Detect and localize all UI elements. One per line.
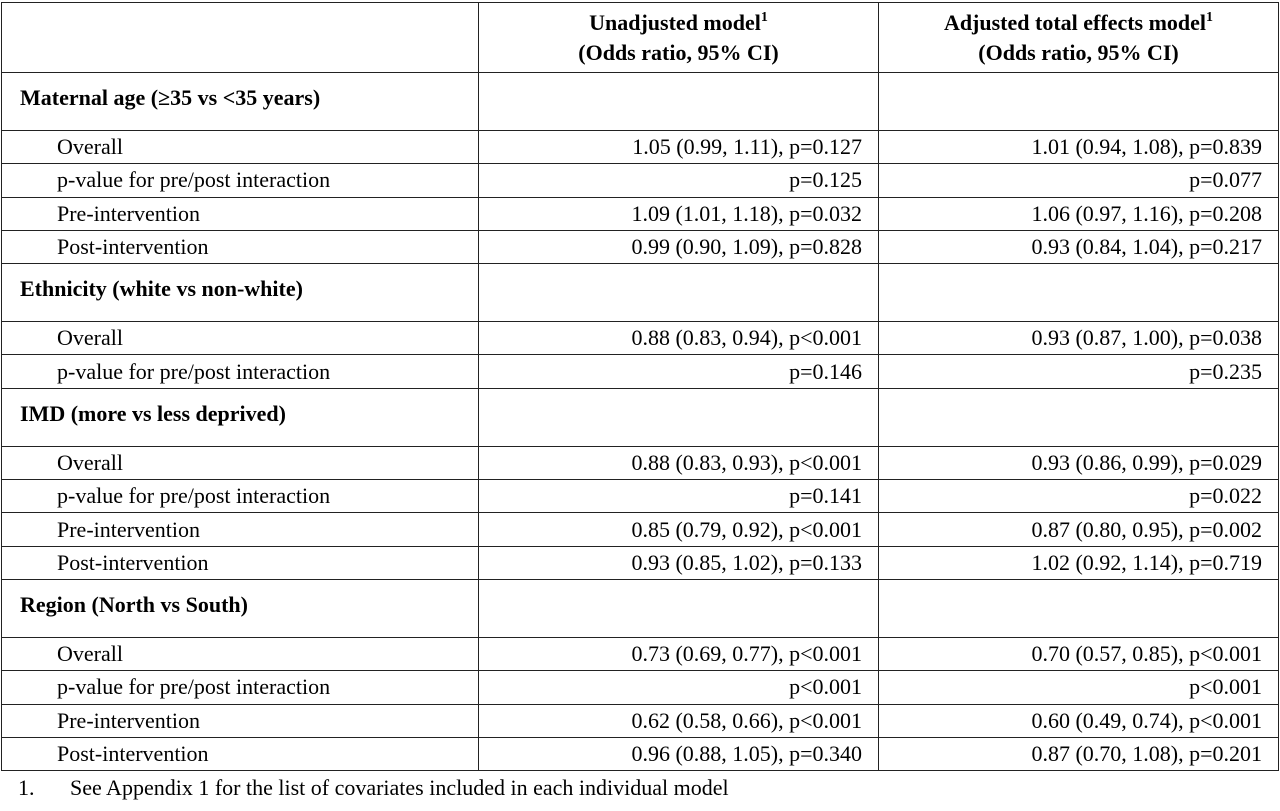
row-label: Overall: [1, 321, 479, 356]
footnote-text: See Appendix 1 for the list of covariate…: [70, 775, 729, 801]
footnote: 1. See Appendix 1 for the list of covaria…: [0, 773, 1280, 803]
unadjusted-value: 0.88 (0.83, 0.93), p<0.001: [478, 445, 879, 481]
header-title: Unadjusted model: [589, 9, 761, 35]
data-row: Post-intervention 0.93 (0.85, 1.02), p=0.…: [1, 545, 1279, 580]
row-label: Post-intervention: [1, 229, 479, 265]
section-title: Maternal age (≥35 vs <35 years): [1, 72, 479, 131]
adjusted-value: 0.87 (0.80, 0.95), p=0.002: [878, 512, 1279, 547]
empty-cell: [478, 387, 879, 447]
data-row: Post-intervention 0.96 (0.88, 1.05), p=0.…: [1, 736, 1279, 772]
adjusted-value: 0.60 (0.49, 0.74), p<0.001: [878, 703, 1279, 738]
adjusted-value: 0.93 (0.86, 0.99), p=0.029: [878, 445, 1279, 481]
row-label: Post-intervention: [1, 736, 479, 772]
unadjusted-value: 1.05 (0.99, 1.11), p=0.127: [478, 129, 879, 165]
table-body: Unadjusted model1 (Odds ratio, 95% CI) Ad…: [1, 2, 1279, 772]
adjusted-value: p=0.077: [878, 163, 1279, 198]
empty-cell: [478, 578, 879, 638]
data-row: p-value for pre/post interaction p=0.141 p…: [1, 479, 1279, 514]
empty-cell: [478, 72, 879, 131]
data-row: Overall 0.73 (0.69, 0.77), p<0.001 0.70 (0…: [1, 636, 1279, 672]
empty-cell: [878, 387, 1279, 447]
unadjusted-value: 1.09 (1.01, 1.18), p=0.032: [478, 196, 879, 231]
empty-cell: [878, 263, 1279, 323]
row-label: Overall: [1, 445, 479, 481]
row-label: Overall: [1, 636, 479, 672]
data-row: Post-intervention 0.99 (0.90, 1.09), p=0.…: [1, 229, 1279, 265]
data-row: p-value for pre/post interaction p=0.125 p…: [1, 163, 1279, 198]
adjusted-value: 1.01 (0.94, 1.08), p=0.839: [878, 129, 1279, 165]
adjusted-value: p<0.001: [878, 670, 1279, 705]
data-row: p-value for pre/post interaction p=0.146 p…: [1, 354, 1279, 389]
empty-cell: [878, 72, 1279, 131]
header-sup: 1: [1206, 9, 1214, 25]
row-label: p-value for pre/post interaction: [1, 163, 479, 198]
empty-cell: [478, 263, 879, 323]
data-row: Overall 0.88 (0.83, 0.93), p<0.001 0.93 (0…: [1, 445, 1279, 481]
header-cell: Unadjusted model1 (Odds ratio, 95% CI): [478, 2, 879, 73]
adjusted-value: 0.87 (0.70, 1.08), p=0.201: [878, 736, 1279, 772]
unadjusted-value: 0.73 (0.69, 0.77), p<0.001: [478, 636, 879, 672]
unadjusted-value: 0.99 (0.90, 1.09), p=0.828: [478, 229, 879, 265]
unadjusted-value: 0.62 (0.58, 0.66), p<0.001: [478, 703, 879, 738]
row-label: p-value for pre/post interaction: [1, 670, 479, 705]
unadjusted-value: p=0.146: [478, 354, 879, 389]
section-title: IMD (more vs less deprived): [1, 387, 479, 447]
data-row: Pre-intervention 0.85 (0.79, 0.92), p<0.0…: [1, 512, 1279, 547]
section-row: IMD (more vs less deprived): [1, 387, 1279, 447]
unadjusted-value: 0.88 (0.83, 0.94), p<0.001: [478, 321, 879, 356]
row-label: p-value for pre/post interaction: [1, 479, 479, 514]
row-label: Pre-intervention: [1, 703, 479, 738]
adjusted-value: 1.02 (0.92, 1.14), p=0.719: [878, 545, 1279, 580]
results-table: Unadjusted model1 (Odds ratio, 95% CI) Ad…: [1, 2, 1279, 772]
header-cell: Adjusted total effects model1 (Odds ratio…: [878, 2, 1279, 73]
header-sup: 1: [760, 9, 768, 25]
row-label: Overall: [1, 129, 479, 165]
empty-cell: [878, 578, 1279, 638]
data-row: Pre-intervention 0.62 (0.58, 0.66), p<0.0…: [1, 703, 1279, 738]
data-row: Overall 0.88 (0.83, 0.94), p<0.001 0.93 (0…: [1, 321, 1279, 356]
unadjusted-value: p=0.125: [478, 163, 879, 198]
header-row: Unadjusted model1 (Odds ratio, 95% CI) Ad…: [1, 2, 1279, 73]
section-title: Region (North vs South): [1, 578, 479, 638]
unadjusted-value: p<0.001: [478, 670, 879, 705]
data-row: p-value for pre/post interaction p<0.001 p…: [1, 670, 1279, 705]
section-row: Region (North vs South): [1, 578, 1279, 638]
section-row: Ethnicity (white vs non-white): [1, 263, 1279, 323]
row-label: p-value for pre/post interaction: [1, 354, 479, 389]
data-row: Overall 1.05 (0.99, 1.11), p=0.127 1.01 (0…: [1, 129, 1279, 165]
footnote-number: 1.: [18, 775, 35, 801]
header-title: Adjusted total effects model: [943, 9, 1207, 35]
section-row: Maternal age (≥35 vs <35 years): [1, 72, 1279, 131]
header-subtitle: (Odds ratio, 95% CI): [578, 39, 779, 65]
unadjusted-value: p=0.141: [478, 479, 879, 514]
header-empty: [1, 2, 479, 73]
header-subtitle: (Odds ratio, 95% CI): [978, 39, 1179, 65]
unadjusted-value: 0.85 (0.79, 0.92), p<0.001: [478, 512, 879, 547]
adjusted-value: p=0.235: [878, 354, 1279, 389]
adjusted-value: 1.06 (0.97, 1.16), p=0.208: [878, 196, 1279, 231]
section-title: Ethnicity (white vs non-white): [1, 263, 479, 323]
adjusted-value: 0.93 (0.84, 1.04), p=0.217: [878, 229, 1279, 265]
adjusted-value: p=0.022: [878, 479, 1279, 514]
adjusted-value: 0.93 (0.87, 1.00), p=0.038: [878, 321, 1279, 356]
unadjusted-value: 0.93 (0.85, 1.02), p=0.133: [478, 545, 879, 580]
adjusted-value: 0.70 (0.57, 0.85), p<0.001: [878, 636, 1279, 672]
row-label: Pre-intervention: [1, 512, 479, 547]
row-label: Pre-intervention: [1, 196, 479, 231]
unadjusted-value: 0.96 (0.88, 1.05), p=0.340: [478, 736, 879, 772]
data-row: Pre-intervention 1.09 (1.01, 1.18), p=0.0…: [1, 196, 1279, 231]
row-label: Post-intervention: [1, 545, 479, 580]
